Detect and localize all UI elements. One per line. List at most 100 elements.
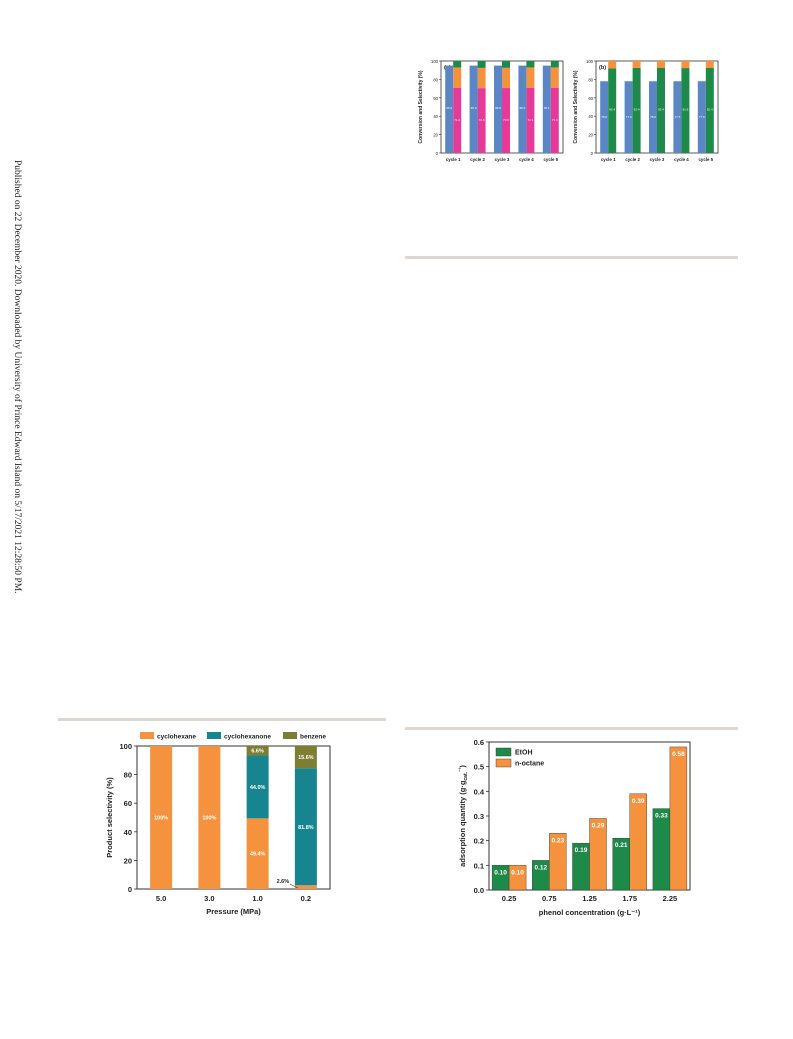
- publication-note: Published on 22 December 2020. Downloade…: [4, 160, 22, 680]
- y-axis-label-part: adsorption quantity (g·g: [458, 780, 467, 867]
- y-axis-label-part: ): [458, 765, 467, 768]
- selectivity-bar-segment: [453, 61, 462, 68]
- conversion-bar: [624, 81, 633, 153]
- divider-top-right: [405, 256, 738, 259]
- y-tick-label: 60: [433, 96, 438, 101]
- etoh-value-label: 0.12: [534, 864, 547, 871]
- category-label: cycle 3: [650, 157, 665, 162]
- category-label: 3.0: [204, 894, 214, 903]
- selectivity-bar-segment: [681, 61, 690, 69]
- cyclohexane-bar: [198, 746, 221, 889]
- category-label: 1.75: [622, 894, 637, 903]
- y-axis-label: Conversion and Selectivity (%): [573, 70, 579, 143]
- category-label: cycle 1: [446, 157, 461, 162]
- y-axis-label-part: cat.: [463, 771, 469, 780]
- n-octane-bar: [508, 865, 527, 891]
- selectivity-value-label: 92.4: [634, 108, 640, 112]
- selectivity-value-label: 91.8: [682, 108, 688, 112]
- x-axis-label: phenol concentration (g·L⁻¹): [539, 908, 641, 917]
- recycle-chart-b: 0 20 40 60 80 100 Conversion and Selectivity (…: [573, 59, 719, 162]
- selectivity-bar-segment: [550, 87, 559, 153]
- n-octane-bar: [549, 833, 567, 891]
- cyclohexane-bar: [294, 885, 317, 889]
- y-tick-label: 60: [588, 96, 593, 101]
- category-label: 0.2: [301, 894, 311, 903]
- selectivity-value-label: 71.0: [454, 118, 460, 122]
- category-label: cycle 1: [601, 157, 616, 162]
- category-label: cycle 2: [470, 157, 485, 162]
- category-label: 0.75: [542, 894, 557, 903]
- etoh-bar: [652, 808, 671, 891]
- selectivity-bar-segment: [526, 61, 535, 68]
- conversion-bar: [542, 65, 551, 153]
- selectivity-value-label: 92.4: [658, 108, 664, 112]
- category-label: 1.0: [252, 894, 262, 903]
- selectivity-bar-segment: [502, 61, 510, 68]
- y-axis-label: adsorption quantity (g·gcat.⁻¹): [458, 765, 469, 867]
- recycle-figure: 0 20 40 60 80 100 Conversion and Selectivity (…: [418, 59, 719, 162]
- cyclohexane-bar: [246, 818, 269, 889]
- category-label: cycle 3: [495, 157, 510, 162]
- y-tick-label: 100: [586, 59, 594, 64]
- y-tick-label: 40: [433, 114, 438, 119]
- selectivity-bar-segment: [608, 68, 617, 153]
- selectivity-value-label: 70.6: [503, 118, 509, 122]
- y-tick-label: 60: [124, 799, 132, 808]
- cyclohexane-value-label: 100%: [154, 816, 168, 822]
- divider-bottom-left: [58, 718, 386, 721]
- conversion-value-label: 78.0: [601, 115, 607, 119]
- selectivity-bar-segment: [657, 61, 665, 68]
- benzene-value-label: 6.6%: [251, 749, 264, 755]
- conversion-bar: [649, 81, 657, 153]
- y-axis-label-part: ⁻¹: [458, 767, 464, 772]
- y-tick-label: 0: [591, 151, 594, 156]
- etoh-value-label: 0.33: [655, 813, 668, 820]
- category-label: cycle 5: [543, 157, 558, 162]
- selectivity-value-label: 92.4: [609, 108, 615, 112]
- etoh-value-label: 0.10: [494, 869, 507, 876]
- selectivity-bar-segment: [550, 61, 559, 68]
- selectivity-bar-segment: [705, 67, 714, 153]
- cyclohexane-value-label: 49.4%: [250, 852, 266, 858]
- x-axis-label: Pressure (MPa): [206, 907, 261, 916]
- conversion-value-label: 77.8: [699, 115, 705, 119]
- n-octane-value-label: 0.39: [632, 798, 645, 805]
- conversion-value-label: 95.0: [446, 106, 452, 110]
- y-tick-label: 80: [433, 77, 438, 82]
- adsorption-chart: 0.0 0.1 0.2 0.3 0.4 0.5 0.6 EtOH n-octane adsorpt…: [458, 738, 691, 917]
- n-octane-bar: [589, 818, 607, 891]
- y-axis-label: Product selectivity (%): [105, 777, 114, 858]
- conversion-bar: [600, 81, 609, 153]
- y-tick-label: 20: [124, 856, 132, 865]
- etoh-value-label: 0.21: [615, 842, 628, 849]
- category-label: cycle 4: [674, 157, 689, 162]
- selectivity-bar-segment: [502, 67, 510, 89]
- selectivity-bar-segment: [477, 88, 486, 153]
- panel-label: (b): [599, 65, 606, 71]
- category-label: cycle 5: [698, 157, 713, 162]
- y-tick-label: 0.1: [474, 861, 484, 870]
- legend-label: EtOH: [515, 750, 533, 757]
- conversion-bar: [697, 81, 706, 153]
- cyclohexane-value-label: 100%: [202, 816, 216, 822]
- y-tick-label: 40: [124, 828, 132, 837]
- selectivity-bar-segment: [477, 61, 486, 68]
- conversion-value-label: 78.0: [650, 115, 656, 119]
- publication-note-text: Published on 22 December 2020. Downloade…: [12, 160, 22, 594]
- n-octane-value-label: 0.10: [511, 869, 524, 876]
- legend-label: cyclohexane: [157, 734, 196, 741]
- n-octane-bar: [629, 793, 647, 891]
- y-tick-label: 80: [588, 77, 593, 82]
- conversion-value-label: 95.0: [495, 106, 501, 110]
- category-label: 1.25: [582, 894, 597, 903]
- cyclohexanone-bar: [294, 768, 317, 886]
- selectivity-bar-segment: [632, 67, 641, 153]
- y-tick-label: 20: [433, 133, 438, 138]
- conversion-bar: [673, 81, 682, 153]
- legend-swatch: [495, 747, 512, 757]
- y-tick-label: 0.4: [474, 787, 485, 796]
- selectivity-bar-segment: [608, 61, 617, 69]
- conversion-bar: [494, 65, 502, 153]
- category-label: 2.25: [663, 894, 678, 903]
- category-label: 5.0: [156, 894, 166, 903]
